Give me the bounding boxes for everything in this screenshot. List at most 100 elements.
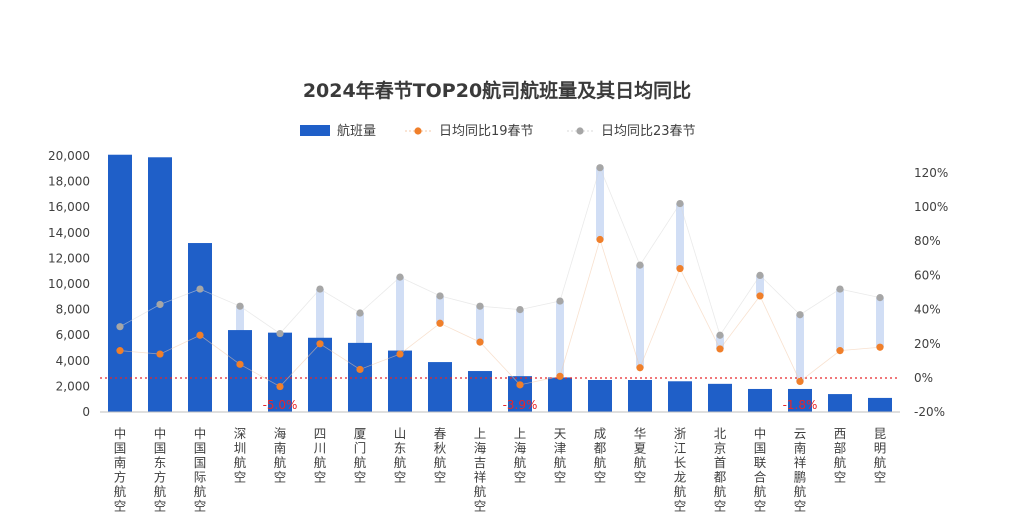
point-23-中国国际航空 (196, 285, 204, 293)
category-label: 中国国际航空 (194, 426, 207, 512)
left-tick-label: 6,000 (56, 328, 90, 342)
point-19-北京首都航空 (716, 345, 724, 353)
bar-四川航空 (308, 337, 332, 412)
category-label: 天津航空 (554, 426, 567, 485)
range-bar-山东航空 (396, 277, 404, 355)
point-23-天津航空 (556, 297, 564, 305)
bar-昆明航空 (868, 397, 892, 412)
bar-云南祥鹏航空 (788, 388, 812, 412)
bar-成都航空 (588, 380, 612, 412)
legend-label: 日均同比23春节 (601, 124, 696, 139)
annotation-label: -1.8% (783, 398, 818, 412)
category-label: 海南航空 (274, 426, 287, 485)
point-23-上海航空 (516, 306, 524, 314)
range-bar-北京首都航空 (716, 335, 724, 349)
left-tick-label: 2,000 (56, 379, 90, 393)
point-19-深圳航空 (236, 360, 244, 368)
bar-浙江长龙航空 (668, 381, 692, 412)
range-bar-西部航空 (836, 289, 844, 351)
point-19-上海吉祥航空 (476, 338, 484, 346)
point-23-北京首都航空 (716, 331, 724, 339)
bar-华夏航空 (628, 380, 652, 412)
range-bar-四川航空 (316, 289, 324, 344)
point-19-中国国际航空 (196, 331, 204, 339)
range-bar-天津航空 (556, 301, 564, 377)
category-label: 四川航空 (314, 426, 327, 485)
bar-春秋航空 (428, 362, 452, 412)
legend-swatch-dot (414, 127, 422, 135)
range-bar-成都航空 (596, 167, 604, 240)
left-tick-label: 0 (82, 405, 90, 419)
right-tick-label: 20% (914, 337, 941, 351)
bar-中国国际航空 (188, 243, 212, 412)
bar-深圳航空 (228, 330, 252, 412)
category-label: 昆明航空 (874, 426, 887, 485)
legend-swatch-bar (300, 125, 330, 136)
point-19-春秋航空 (436, 319, 444, 327)
range-bar-春秋航空 (436, 295, 444, 324)
category-label: 中国联合航空 (754, 426, 767, 512)
category-label: 中国南方航空 (114, 426, 127, 512)
point-23-上海吉祥航空 (476, 302, 484, 310)
right-tick-label: 0% (914, 371, 933, 385)
category-label: 深圳航空 (234, 426, 247, 485)
point-19-华夏航空 (636, 364, 644, 372)
range-bar-华夏航空 (636, 265, 644, 368)
point-23-山东航空 (396, 273, 404, 281)
chart-annotations: -5.0% -3.9% -1.8% (263, 398, 818, 412)
point-19-天津航空 (556, 372, 564, 380)
point-19-西部航空 (836, 347, 844, 355)
point-19-中国联合航空 (756, 292, 764, 300)
bar-海南航空 (268, 332, 292, 412)
category-label: 成都航空 (594, 426, 607, 485)
range-bar-上海吉祥航空 (476, 306, 484, 343)
category-label: 厦门航空 (354, 426, 367, 485)
point-19-云南祥鹏航空 (796, 377, 804, 386)
right-tick-label: 100% (914, 200, 948, 214)
point-19-四川航空 (316, 340, 324, 348)
point-23-中国东方航空 (156, 300, 164, 309)
trend-line-19 (119, 238, 881, 388)
bar-series (108, 154, 892, 412)
point-19-昆明航空 (876, 343, 884, 351)
legend-label: 航班量 (337, 123, 376, 139)
category-label: 山东航空 (394, 426, 407, 485)
category-label: 北京首都航空 (714, 426, 727, 512)
point-23-云南祥鹏航空 (796, 311, 804, 319)
bar-上海吉祥航空 (468, 371, 492, 412)
bar-西部航空 (828, 394, 852, 412)
left-tick-label: 4,000 (56, 354, 90, 368)
chart-axes: 0 2,000 4,000 6,000 8,000 10,000 12,000 14,000 1… (48, 149, 948, 419)
category-labels: 中国南方航空 中国东方航空 中国国际航空 深圳航空 海南航空 四川航空 厦门航空 山东航空 春秋… (114, 426, 887, 512)
right-tick-label: -20% (914, 405, 945, 419)
bar-中国东方航空 (148, 157, 172, 412)
category-label: 上海航空 (514, 426, 527, 485)
left-tick-label: 12,000 (48, 251, 90, 265)
point-19-成都航空 (596, 235, 604, 244)
range-bar-中国联合航空 (756, 275, 764, 296)
bar-中国南方航空 (108, 154, 132, 412)
point-19-山东航空 (396, 350, 404, 358)
chart-title: 2024年春节TOP20航司航班量及其日均同比 (303, 79, 691, 102)
left-tick-label: 8,000 (56, 303, 90, 317)
bar-山东航空 (388, 350, 412, 412)
category-label: 春秋航空 (434, 426, 447, 485)
point-19-厦门航空 (356, 365, 364, 374)
point-23-昆明航空 (876, 294, 884, 302)
point-23-海南航空 (276, 329, 284, 338)
category-label: 云南祥鹏航空 (794, 426, 807, 512)
left-tick-label: 16,000 (48, 200, 90, 214)
category-label: 华夏航空 (634, 426, 647, 485)
point-23-成都航空 (596, 164, 604, 172)
range-bar-上海航空 (516, 309, 524, 385)
left-tick-label: 10,000 (48, 277, 90, 291)
bar-北京首都航空 (708, 383, 732, 412)
category-label: 浙江长龙航空 (674, 426, 687, 512)
category-label: 上海吉祥航空 (474, 426, 487, 512)
range-bar-浙江长龙航空 (676, 203, 684, 269)
point-23-华夏航空 (636, 261, 644, 269)
bar-中国联合航空 (748, 388, 772, 412)
category-label: 西部航空 (834, 426, 847, 485)
point-19-中国东方航空 (156, 350, 164, 358)
